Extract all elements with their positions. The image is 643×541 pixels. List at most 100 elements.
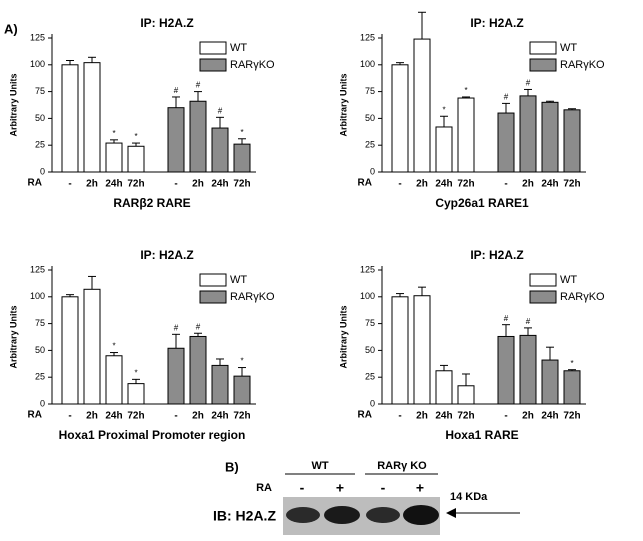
treatment: + <box>336 480 344 496</box>
x-tick-label: 72h <box>563 179 580 190</box>
legend-label: RARγKO <box>560 291 605 303</box>
legend-swatch <box>199 273 227 287</box>
band <box>403 505 439 525</box>
bar <box>83 62 101 173</box>
significance-mark: # <box>218 106 223 115</box>
legend-swatch <box>529 273 557 287</box>
legend-swatch <box>199 290 227 304</box>
x-tick-label: 72h <box>457 411 474 422</box>
y-tick-label: 0 <box>40 166 45 176</box>
arrow-head <box>446 508 456 518</box>
group-label: WT <box>311 460 328 472</box>
y-tick-label: 50 <box>365 113 375 123</box>
x-tick-label: 2h <box>416 411 428 422</box>
x-tick-label: 72h <box>457 179 474 190</box>
treatment: - <box>381 480 386 496</box>
y-tick-label: 125 <box>360 32 375 42</box>
y-axis-title: Arbitrary Units <box>8 305 18 368</box>
x-tick-label: 72h <box>563 411 580 422</box>
legend-label: RARγKO <box>230 291 275 303</box>
y-axis-title: Arbitrary Units <box>338 305 348 368</box>
x-tick-label: 2h <box>86 179 98 190</box>
legend-swatch <box>529 58 557 72</box>
size-label: 14 KDa <box>450 491 488 503</box>
x-tick-label: - <box>68 179 71 190</box>
chart-title: IP: H2A.Z <box>140 248 193 262</box>
bar <box>541 359 559 405</box>
y-tick-label: 100 <box>30 59 45 69</box>
x-tick-label: 2h <box>192 179 204 190</box>
bar <box>105 355 123 405</box>
legend-swatch <box>529 41 557 55</box>
bar <box>105 142 123 173</box>
bar <box>435 370 453 405</box>
category-label: RA <box>28 178 42 189</box>
x-tick-label: - <box>398 179 401 190</box>
y-axis-title: Arbitrary Units <box>338 73 348 136</box>
bar <box>541 101 559 173</box>
x-tick-label: 24h <box>435 411 452 422</box>
significance-mark: # <box>526 317 531 326</box>
chart-title: IP: H2A.Z <box>470 248 523 262</box>
treatment-label: RA <box>256 482 272 494</box>
band <box>366 507 400 523</box>
y-tick-label: 50 <box>365 345 375 355</box>
legend-swatch <box>199 58 227 72</box>
significance-mark: # <box>504 93 509 102</box>
y-tick-label: 0 <box>370 166 375 176</box>
legend-label: WT <box>560 274 577 286</box>
y-tick-label: 25 <box>365 140 375 150</box>
western-blot: B) WT RARγ KO RA - + - + IB: H2A.Z 14 KD… <box>213 459 520 535</box>
x-tick-label: 24h <box>541 411 558 422</box>
x-tick-label: 24h <box>105 179 122 190</box>
x-tick-label: 2h <box>522 179 534 190</box>
significance-mark: * <box>240 357 243 366</box>
x-tick-label: 2h <box>522 411 534 422</box>
band <box>286 507 320 523</box>
bar <box>211 127 229 173</box>
significance-mark: * <box>134 132 137 141</box>
x-tick-label: - <box>504 179 507 190</box>
category-label: RA <box>28 410 42 421</box>
legend-label: RARγKO <box>230 59 275 71</box>
x-tick-label: 24h <box>541 179 558 190</box>
significance-mark: # <box>174 86 179 95</box>
bar <box>563 370 581 405</box>
bar <box>127 145 145 173</box>
bar <box>167 107 185 173</box>
bar <box>435 126 453 173</box>
y-tick-label: 75 <box>35 318 45 328</box>
significance-mark: * <box>464 86 467 95</box>
legend-label: WT <box>560 42 577 54</box>
x-tick-label: - <box>68 411 71 422</box>
significance-mark: * <box>112 129 115 138</box>
y-tick-label: 0 <box>40 398 45 408</box>
y-tick-label: 75 <box>35 86 45 96</box>
group-label: RARγ KO <box>377 460 427 472</box>
significance-mark: # <box>504 314 509 323</box>
bar <box>233 375 251 405</box>
antibody-label: IB: H2A.Z <box>213 508 276 524</box>
bar <box>413 295 431 405</box>
significance-mark: * <box>442 105 445 114</box>
x-tick-label: 72h <box>233 411 250 422</box>
legend-label: WT <box>230 274 247 286</box>
y-tick-label: 100 <box>360 291 375 301</box>
x-tick-label: 24h <box>435 179 452 190</box>
bar <box>563 109 581 173</box>
band <box>324 506 360 524</box>
y-tick-label: 75 <box>365 318 375 328</box>
bar <box>189 100 207 173</box>
bar <box>457 385 475 405</box>
bar <box>457 97 475 173</box>
x-tick-label: 24h <box>211 411 228 422</box>
x-tick-label: 72h <box>127 411 144 422</box>
x-axis-title: RARβ2 RARE <box>113 196 190 210</box>
x-tick-label: 2h <box>86 411 98 422</box>
y-tick-label: 125 <box>30 264 45 274</box>
significance-mark: # <box>174 323 179 332</box>
x-axis-title: Hoxa1 Proximal Promoter region <box>59 428 246 442</box>
bar <box>127 383 145 405</box>
significance-mark: * <box>134 368 137 377</box>
